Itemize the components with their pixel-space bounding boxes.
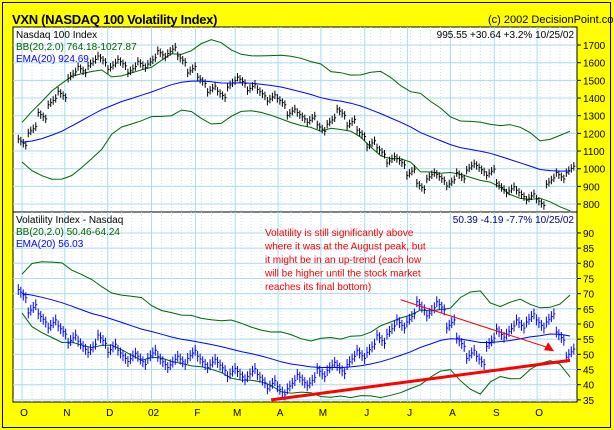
y-tick-label: 90 — [583, 229, 595, 240]
x-tick-label: M — [233, 408, 241, 419]
x-tick-label: A — [277, 408, 284, 419]
y-tick-label: 1300 — [583, 112, 606, 123]
bb-upper-line — [21, 39, 571, 142]
y-tick-label: 85 — [583, 244, 595, 255]
chart-title: VXN (NASDAQ 100 Volatility Index) — [12, 12, 218, 27]
y-tick-label: 1100 — [583, 147, 605, 158]
y-tick-label: 1400 — [583, 94, 606, 105]
panel-title: Nasdaq 100 Index — [16, 30, 97, 41]
y-tick-label: 70 — [583, 290, 595, 301]
x-tick-label: J — [407, 408, 412, 419]
x-tick-label: J — [364, 408, 369, 419]
annotation-text: it might be in an up-trend (each low — [265, 255, 422, 266]
annotation-text: where it was at the August peak, but — [264, 242, 426, 253]
bb-upper-line — [21, 261, 571, 342]
y-tick-label: 45 — [583, 366, 595, 377]
y-tick-label: 900 — [583, 182, 600, 193]
y-tick-label: 1500 — [583, 76, 606, 87]
annotation-text: reaches its final bottom) — [265, 282, 371, 293]
y-tick-label: 1600 — [583, 59, 606, 70]
x-tick-label: M — [319, 408, 327, 419]
x-tick-label: S — [493, 408, 500, 419]
y-tick-label: 65 — [583, 305, 595, 316]
y-tick-label: 1700 — [583, 41, 606, 52]
panel-title: Volatility Index - Nasdaq — [16, 215, 123, 226]
annotation-text: Volatility is still significantly above — [265, 228, 414, 239]
bb-legend: BB(20,2.0) 764.18-1027.87 — [16, 42, 137, 53]
x-tick-label: D — [106, 408, 113, 419]
trendline — [270, 358, 571, 402]
y-tick-label: 75 — [583, 274, 595, 285]
y-tick-label: 55 — [583, 335, 595, 346]
y-tick-label: 1000 — [583, 165, 606, 176]
annotation-text: will be higher until the stock market — [264, 269, 421, 280]
trendline — [400, 299, 551, 349]
y-tick-label: 60 — [583, 320, 595, 331]
x-tick-label: O — [20, 408, 28, 419]
readout: 995.55 +30.64 +3.2% 10/25/02 — [437, 30, 575, 41]
x-tick-label: F — [194, 408, 200, 419]
y-tick-label: 50 — [583, 350, 595, 361]
y-tick-label: 40 — [583, 381, 595, 392]
copyright: (c) 2002 DecisionPoint.com — [488, 14, 614, 26]
y-tick-label: 80 — [583, 259, 595, 270]
y-tick-label: 1200 — [583, 129, 606, 140]
x-tick-label: 02 — [148, 408, 160, 419]
ema-line — [21, 293, 571, 369]
ema-line — [21, 80, 571, 172]
readout: 50.39 -4.19 -7.7% 10/25/02 — [453, 215, 575, 226]
x-tick-label: A — [449, 408, 456, 419]
ema-legend: EMA(20) 56.03 — [16, 239, 84, 250]
arrow-head — [544, 342, 555, 352]
bb-lower-line — [21, 109, 571, 212]
panel-1 — [12, 211, 578, 403]
x-tick-label: O — [535, 408, 543, 419]
y-tick-label: 35 — [583, 396, 595, 407]
ema-legend: EMA(20) 924.69 — [16, 54, 89, 65]
bb-legend: BB(20,2.0) 50.46-64.24 — [16, 227, 120, 238]
x-tick-label: N — [63, 408, 70, 419]
y-tick-label: 800 — [583, 200, 600, 211]
